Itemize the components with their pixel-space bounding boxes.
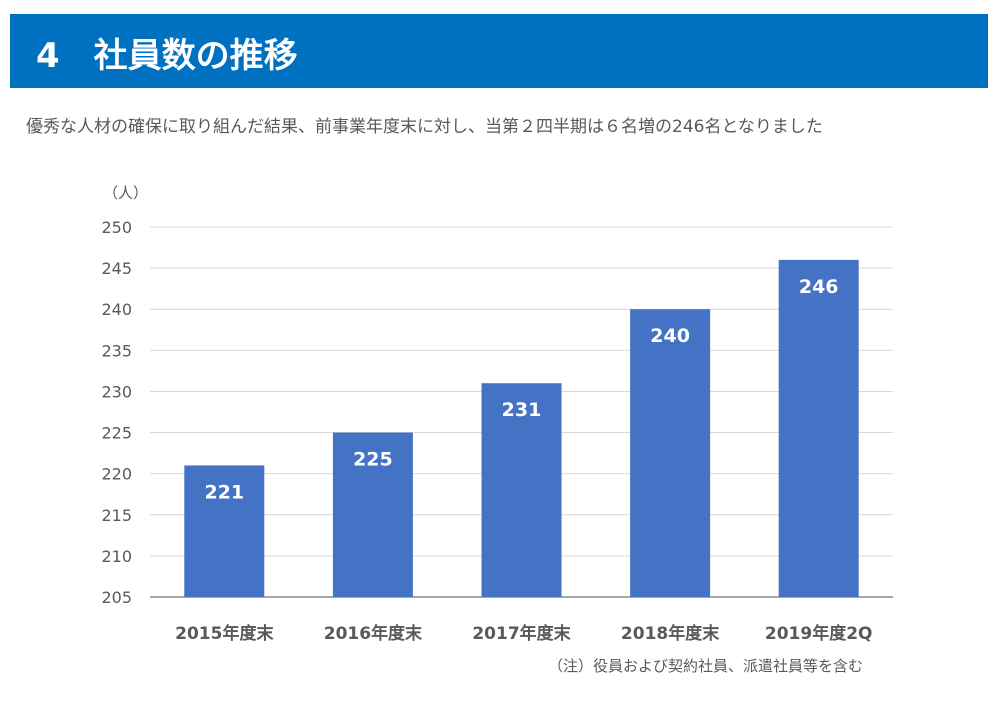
section-title: 4 社員数の推移 [36,36,298,76]
bar [332,432,413,597]
bar [184,465,265,597]
data-label: 225 [353,449,393,471]
data-label: 240 [650,325,690,347]
summary-text: 優秀な人材の確保に取り組んだ結果、前事業年度末に対し、当第２四半期は６名増の24… [26,117,823,137]
footnote-text: 役員および契約社員、派遣社員等を含む [593,657,864,675]
y-tick-label: 215 [101,506,132,525]
y-tick-label: 240 [101,300,132,319]
bar [778,259,859,597]
x-tick-label: 2016年度末 [324,623,423,644]
bar [481,383,562,597]
section-header: 4 社員数の推移 [10,14,988,88]
y-tick-label: 230 [101,382,132,401]
y-tick-label: 235 [101,341,132,360]
y-tick-label: 250 [101,218,132,237]
footnote: （注）役員および契約社員、派遣社員等を含む [548,655,863,676]
y-tick-label: 225 [101,424,132,443]
data-label: 246 [799,276,839,298]
y-tick-label: 205 [101,588,132,607]
y-axis-unit-label: （人） [103,184,148,202]
y-tick-label: 245 [101,259,132,278]
bar [630,309,711,597]
y-tick-label: 220 [101,465,132,484]
data-label: 231 [502,399,542,421]
x-tick-label: 2015年度末 [175,623,274,644]
x-tick-label: 2019年度2Q [765,623,873,644]
data-label: 221 [204,481,244,503]
x-tick-label: 2018年度末 [621,623,720,644]
y-tick-label: 210 [101,547,132,566]
x-tick-label: 2017年度末 [472,623,571,644]
footnote-prefix: （注） [548,657,594,675]
